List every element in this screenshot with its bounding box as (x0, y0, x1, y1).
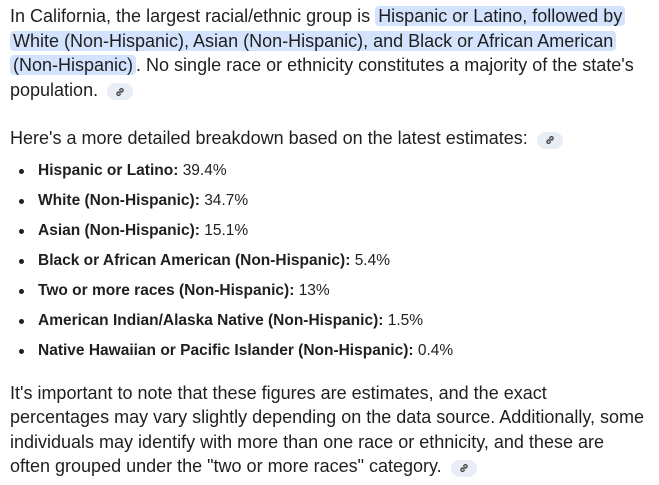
list-item: Asian (Non-Hispanic): 15.1% (10, 221, 647, 241)
list-item: Black or African American (Non-Hispanic)… (10, 251, 647, 271)
item-value: 1.5% (387, 311, 424, 329)
item-value: 34.7% (204, 191, 249, 209)
item-value: 0.4% (417, 341, 454, 359)
list-item: Two or more races (Non-Hispanic): 13% (10, 281, 647, 301)
breakdown-intro-text: Here's a more detailed breakdown based o… (10, 128, 528, 148)
link-icon (459, 464, 468, 472)
list-item: White (Non-Hispanic): 34.7% (10, 191, 647, 211)
item-value: 5.4% (354, 251, 391, 269)
item-label: White (Non-Hispanic): (38, 191, 200, 209)
item-value: 13% (298, 281, 330, 299)
intro-tail: . No single race or ethnicity constitute… (10, 55, 634, 100)
note-text: It's important to note that these figure… (10, 382, 645, 477)
citation-chip[interactable] (536, 131, 563, 149)
item-label: Two or more races (Non-Hispanic): (38, 281, 295, 299)
item-label: Hispanic or Latino: (38, 161, 179, 179)
citation-chip[interactable] (107, 83, 134, 100)
list-item: Native Hawaiian or Pacific Islander (Non… (10, 341, 647, 361)
item-label: Asian (Non-Hispanic): (38, 221, 200, 239)
item-label: Native Hawaiian or Pacific Islander (Non… (38, 341, 414, 359)
item-label: American Indian/Alaska Native (Non-Hispa… (38, 311, 384, 329)
breakdown-intro: Here's a more detailed breakdown based o… (10, 126, 647, 151)
list-item: American Indian/Alaska Native (Non-Hispa… (10, 311, 647, 331)
link-icon (546, 136, 554, 144)
link-icon (116, 87, 124, 96)
intro-lead: In California, the largest racial/ethnic… (10, 6, 376, 26)
item-label: Black or African American (Non-Hispanic)… (38, 251, 351, 269)
intro-paragraph: In California, the largest racial/ethnic… (10, 4, 647, 102)
note-paragraph: It's important to note that these figure… (10, 381, 647, 479)
list-item: Hispanic or Latino: 39.4% (10, 161, 647, 181)
citation-chip[interactable] (450, 459, 477, 477)
breakdown-list: Hispanic or Latino: 39.4% White (Non-His… (10, 161, 647, 361)
item-value: 15.1% (204, 221, 249, 239)
item-value: 39.4% (182, 161, 227, 179)
